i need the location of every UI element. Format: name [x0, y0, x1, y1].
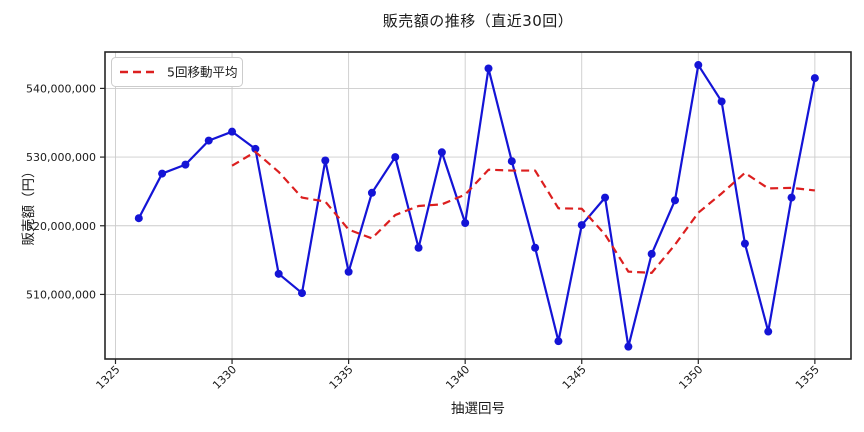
y-tick-label: 510,000,000 — [26, 288, 96, 301]
data-point-marker — [787, 193, 796, 202]
data-point-marker — [134, 214, 143, 223]
data-point-marker — [414, 243, 423, 252]
x-axis-label: 抽選回号 — [451, 401, 505, 417]
sales-line — [137, 63, 816, 348]
data-point-marker — [251, 144, 260, 153]
data-point-marker — [297, 289, 306, 298]
data-point-marker — [181, 160, 190, 169]
data-point-marker — [717, 97, 726, 106]
y-tick-label: 530,000,000 — [26, 151, 96, 164]
tick-labels: 510,000,000 520,000,000 530,000,000 540,000… — [26, 82, 822, 392]
data-point-marker — [531, 243, 540, 252]
data-point-marker — [204, 136, 213, 145]
data-point-marker — [321, 156, 330, 165]
data-point-marker — [437, 148, 446, 157]
data-point-marker — [624, 342, 633, 351]
data-point-marker — [228, 127, 237, 136]
plot-border — [104, 51, 852, 360]
x-tick-label: 1340 — [443, 363, 472, 392]
moving-average-line — [231, 150, 815, 274]
data-point-marker — [274, 269, 283, 278]
data-point-marker — [601, 193, 610, 202]
data-point-marker — [554, 337, 563, 346]
legend-label: 5回移動平均 — [167, 65, 237, 80]
data-point-marker — [740, 239, 749, 248]
axes-layer — [100, 51, 852, 364]
data-point-marker — [344, 267, 353, 276]
legend-box — [111, 57, 243, 87]
data-point-marker — [670, 196, 679, 205]
data-point-marker — [647, 249, 656, 258]
x-tick-label: 1345 — [560, 363, 589, 392]
x-tick-label: 1350 — [676, 363, 705, 392]
x-tick-label: 1325 — [94, 363, 123, 392]
data-point-marker — [577, 221, 586, 230]
data-point-marker — [810, 74, 819, 83]
data-point-marker — [484, 64, 493, 73]
series-layer — [134, 61, 819, 351]
legend: 5回移動平均 — [111, 57, 243, 87]
data-point-marker — [507, 157, 516, 166]
data-point-marker — [158, 169, 167, 178]
data-point-marker — [367, 188, 376, 197]
data-point-marker — [391, 153, 400, 162]
x-tick-label: 1355 — [793, 363, 822, 392]
y-tick-label: 540,000,000 — [26, 82, 96, 95]
data-point-marker — [764, 327, 773, 336]
y-tick-label: 520,000,000 — [26, 220, 96, 233]
chart-title: 販売額の推移（直近30回） — [382, 12, 574, 30]
x-tick-label: 1330 — [210, 363, 239, 392]
x-tick-label: 1335 — [327, 363, 356, 392]
data-point-marker — [461, 219, 470, 228]
data-point-marker — [694, 61, 703, 70]
gridlines — [105, 52, 851, 359]
